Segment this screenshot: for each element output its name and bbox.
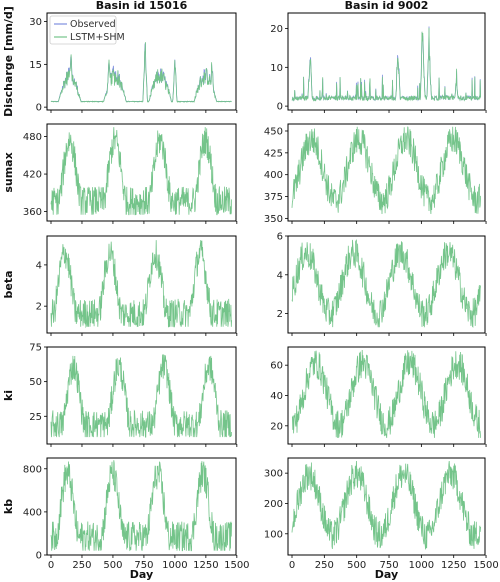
y-tick-label: 20: [270, 421, 283, 432]
panel-frame: [287, 123, 486, 222]
panel-r0-c1: 0 10 20: [270, 12, 487, 113]
series-simulated-line: [50, 42, 232, 103]
series-simulated-line: [50, 354, 232, 438]
x-tick-label: 1500: [224, 560, 249, 571]
series-observed-line: [291, 26, 481, 102]
series-simulated-line: [292, 349, 481, 438]
y-tick-label: 450: [264, 126, 283, 137]
y-tick-label: 60: [270, 361, 283, 372]
x-axis-label-0: Day: [130, 568, 153, 581]
panel-r4-c0: 0 400 800 0 250 500 750 1000 1250 1500: [23, 457, 250, 571]
x-tick-label: 1000: [409, 560, 434, 571]
y-tick-label: 0: [36, 103, 42, 114]
series-simulated-line: [291, 460, 481, 551]
x-axis-label-1: Day: [375, 568, 398, 581]
panel-r3-c1: 20 40 60: [270, 346, 487, 447]
row-label-4: kb: [2, 499, 15, 514]
panel-frame: [46, 12, 237, 111]
x-tick-label: 1250: [441, 560, 466, 571]
series-simulated-line: [291, 27, 481, 102]
y-tick-label: 420: [23, 170, 42, 181]
y-tick-label: 0: [277, 102, 283, 113]
y-tick-label: 350: [264, 214, 283, 225]
x-tick-label: 250: [72, 560, 91, 571]
panel-frame: [287, 457, 486, 556]
y-tick-label: 480: [23, 132, 42, 143]
y-tick-label: 4: [36, 260, 42, 271]
panel-r1-c0: 360 420 480: [23, 123, 238, 224]
y-tick-label: 300: [264, 469, 283, 480]
panel-r0-c0: 0 15 30 Observed LSTM+SHM: [29, 12, 238, 114]
column-title-1: Basin id 9002: [345, 0, 429, 12]
y-tick-label: 400: [264, 170, 283, 181]
y-tick-label: 425: [264, 148, 283, 159]
legend: Observed LSTM+SHM: [49, 15, 125, 45]
y-tick-label: 75: [29, 343, 42, 354]
x-tick-label: 1000: [162, 560, 187, 571]
x-tick-label: 0: [289, 560, 295, 571]
panel-frame: [287, 12, 486, 111]
y-tick-label: 800: [23, 464, 42, 475]
legend-label-observed: Observed: [70, 19, 116, 30]
y-tick-label: 4: [277, 270, 283, 281]
row-label-0: Discharge [mm/d]: [2, 6, 15, 117]
row-label-1: sumax: [2, 152, 15, 192]
series-simulated-line: [50, 460, 232, 552]
panel-frame: [46, 123, 237, 222]
panel-r1-c1: 350 375 400 425 450: [264, 123, 487, 225]
series-simulated-line: [291, 239, 481, 328]
y-tick-label: 0: [36, 551, 42, 562]
y-tick-label: 25: [29, 412, 42, 423]
x-tick-label: 500: [103, 560, 122, 571]
panel-r2-c0: 24: [36, 235, 238, 336]
x-tick-label: 750: [134, 560, 153, 571]
y-tick-label: 400: [23, 507, 42, 518]
series-simulated-line: [50, 127, 232, 216]
y-tick-label: 50: [29, 377, 42, 388]
panel-frame: [287, 235, 486, 334]
panel-r4-c1: 100 200 300 0 250 500 750 1000 1250 1500: [264, 457, 499, 571]
x-tick-label: 250: [315, 560, 334, 571]
x-tick-label: 500: [347, 560, 366, 571]
y-tick-label: 375: [264, 192, 283, 203]
panel-frame: [46, 457, 237, 556]
y-tick-label: 10: [270, 63, 283, 74]
row-label-3: ki: [2, 390, 15, 401]
y-tick-label: 30: [29, 17, 42, 28]
series-simulated-line: [291, 126, 481, 215]
y-tick-label: 40: [270, 391, 283, 402]
y-tick-label: 100: [264, 529, 283, 540]
y-tick-label: 360: [23, 207, 42, 218]
y-tick-label: 2: [277, 309, 283, 320]
panel-frame: [46, 235, 237, 334]
x-tick-label: 0: [48, 560, 54, 571]
row-label-2: beta: [2, 270, 15, 298]
x-tick-label: 750: [379, 560, 398, 571]
x-tick-label: 1250: [193, 560, 218, 571]
y-tick-label: 15: [29, 60, 42, 71]
legend-label-simulated: LSTM+SHM: [70, 32, 125, 43]
column-title-0: Basin id 15016: [96, 0, 188, 12]
series-simulated-line: [50, 240, 232, 329]
y-tick-label: 200: [264, 499, 283, 510]
x-tick-label: 1500: [473, 560, 498, 571]
panel-frame: [46, 346, 237, 445]
panel-r3-c0: 25 50 75: [29, 343, 238, 447]
y-tick-label: 20: [270, 24, 283, 35]
y-tick-label: 6: [277, 232, 283, 243]
y-tick-label: 2: [36, 302, 42, 313]
panel-r2-c1: 2 4 6: [277, 232, 487, 336]
